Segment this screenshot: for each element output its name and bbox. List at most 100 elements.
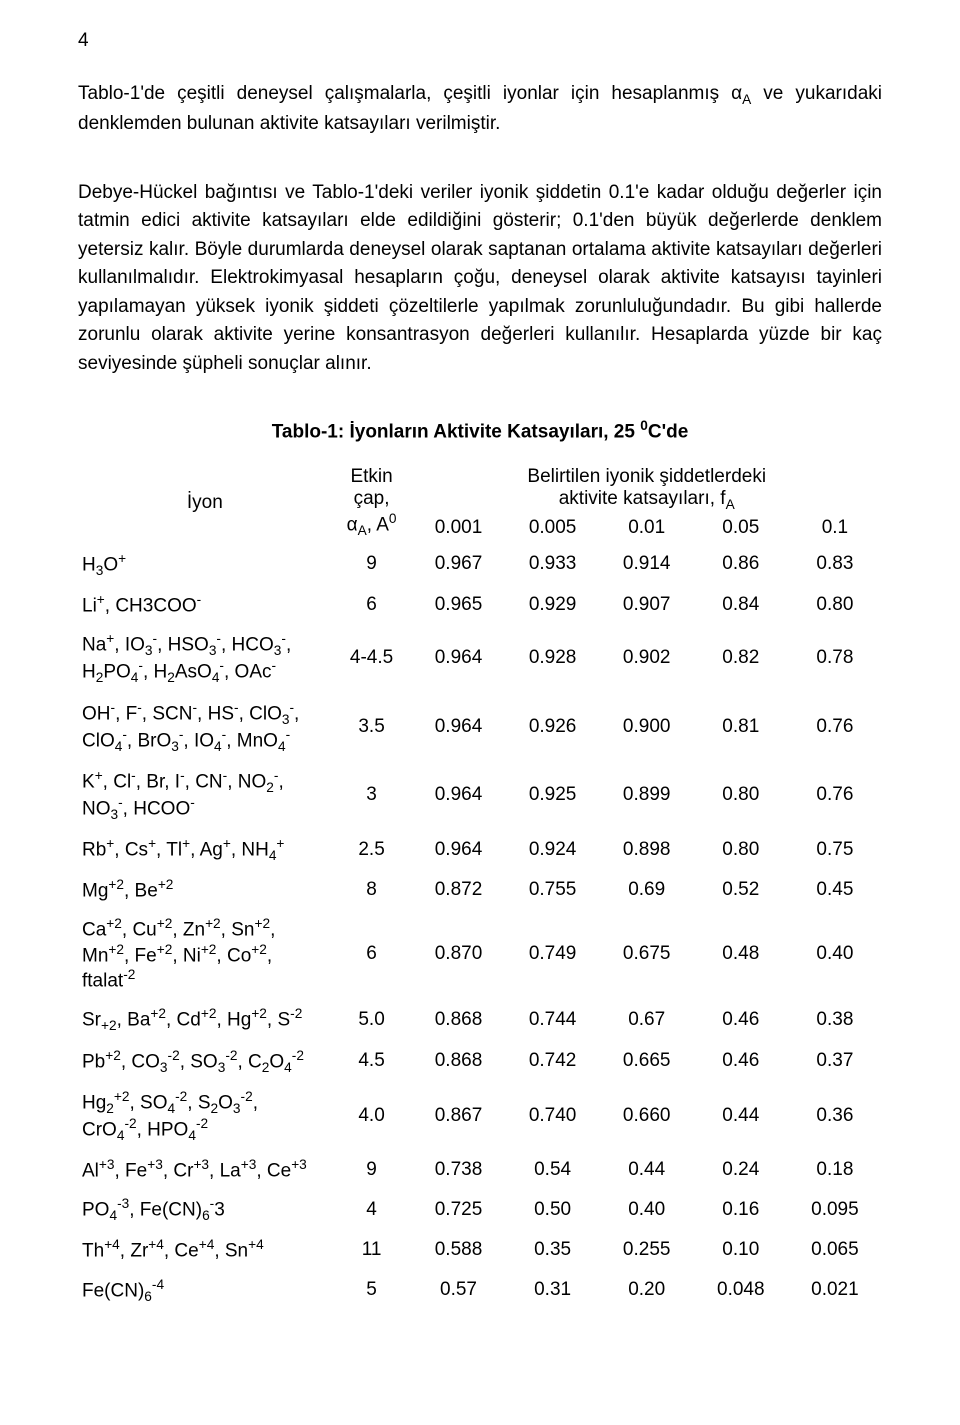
- cell-ion: Al+3, Fe+3, Cr+3, La+3, Ce+3: [78, 1150, 332, 1189]
- cell-value: 0.964: [411, 693, 505, 761]
- cell-value: 0.965: [411, 585, 505, 624]
- cell-diameter: 4.0: [332, 1082, 412, 1150]
- table-row: Li+, CH3COO-60.9650.9290.9070.840.80: [78, 585, 882, 624]
- cell-value: 0.902: [600, 624, 694, 692]
- cell-value: 0.80: [694, 761, 788, 829]
- cell-value: 0.868: [411, 999, 505, 1040]
- cell-diameter: 11: [332, 1230, 412, 1269]
- cell-value: 0.065: [788, 1230, 882, 1269]
- cell-value: 0.16: [694, 1189, 788, 1230]
- cell-value: 0.665: [600, 1041, 694, 1082]
- cell-value: 0.749: [506, 909, 600, 999]
- cell-value: 0.964: [411, 829, 505, 870]
- cell-value: 0.81: [694, 693, 788, 761]
- cell-ion: Pb+2, CO3-2, SO3-2, C2O4-2: [78, 1041, 332, 1082]
- cell-value: 0.83: [788, 544, 882, 585]
- cell-value: 0.021: [788, 1270, 882, 1311]
- cell-value: 0.964: [411, 624, 505, 692]
- cell-diameter: 4: [332, 1189, 412, 1230]
- cell-value: 0.928: [506, 624, 600, 692]
- cell-value: 0.964: [411, 761, 505, 829]
- cell-value: 0.588: [411, 1230, 505, 1269]
- table-row: PO4-3, Fe(CN)6-340.7250.500.400.160.095: [78, 1189, 882, 1230]
- table-header: İyon Etkinçap,αA, A0 Belirtilen iyonik ş…: [78, 462, 882, 544]
- cell-value: 0.740: [506, 1082, 600, 1150]
- cell-ion: Th+4, Zr+4, Ce+4, Sn+4: [78, 1230, 332, 1269]
- cell-diameter: 2.5: [332, 829, 412, 870]
- cell-value: 0.925: [506, 761, 600, 829]
- cell-value: 0.660: [600, 1082, 694, 1150]
- table-title: Tablo-1: İyonların Aktivite Katsayıları,…: [78, 418, 882, 443]
- cell-diameter: 6: [332, 909, 412, 999]
- table-row: Rb+, Cs+, Tl+, Ag+, NH4+2.50.9640.9240.8…: [78, 829, 882, 870]
- cell-ion: Rb+, Cs+, Tl+, Ag+, NH4+: [78, 829, 332, 870]
- table-row: K+, Cl-, Br, I-, CN-, NO2-,NO3-, HCOO-30…: [78, 761, 882, 829]
- cell-ion: K+, Cl-, Br, I-, CN-, NO2-,NO3-, HCOO-: [78, 761, 332, 829]
- cell-diameter: 5: [332, 1270, 412, 1311]
- table-row: OH-, F-, SCN-, HS-, ClO3-,ClO4-, BrO3-, …: [78, 693, 882, 761]
- table-row: Al+3, Fe+3, Cr+3, La+3, Ce+390.7380.540.…: [78, 1150, 882, 1189]
- cell-value: 0.675: [600, 909, 694, 999]
- table-row: Ca+2, Cu+2, Zn+2, Sn+2,Mn+2, Fe+2, Ni+2,…: [78, 909, 882, 999]
- th-diameter: Etkinçap,αA, A0: [332, 462, 412, 544]
- cell-value: 0.868: [411, 1041, 505, 1082]
- cell-value: 0.095: [788, 1189, 882, 1230]
- cell-value: 0.46: [694, 999, 788, 1040]
- cell-value: 0.867: [411, 1082, 505, 1150]
- cell-value: 0.35: [506, 1230, 600, 1269]
- cell-value: 0.20: [600, 1270, 694, 1311]
- cell-ion: Li+, CH3COO-: [78, 585, 332, 624]
- table-row: Sr+2, Ba+2, Cd+2, Hg+2, S-25.00.8680.744…: [78, 999, 882, 1040]
- cell-value: 0.40: [600, 1189, 694, 1230]
- cell-value: 0.742: [506, 1041, 600, 1082]
- table-body: H3O+90.9670.9330.9140.860.83Li+, CH3COO-…: [78, 544, 882, 1311]
- paragraph-2: Debye-Hückel bağıntısı ve Tablo-1'deki v…: [78, 179, 882, 379]
- cell-value: 0.84: [694, 585, 788, 624]
- cell-value: 0.67: [600, 999, 694, 1040]
- table-row: Pb+2, CO3-2, SO3-2, C2O4-24.50.8680.7420…: [78, 1041, 882, 1082]
- page: 4 Tablo-1'de çeşitli deneysel çalışmalar…: [0, 0, 960, 1425]
- cell-value: 0.57: [411, 1270, 505, 1311]
- table-row: Hg2+2, SO4-2, S2O3-2,CrO4-2, HPO4-24.00.…: [78, 1082, 882, 1150]
- cell-value: 0.44: [600, 1150, 694, 1189]
- cell-value: 0.898: [600, 829, 694, 870]
- cell-value: 0.926: [506, 693, 600, 761]
- th-group: Belirtilen iyonik şiddetlerdekiaktivite …: [411, 462, 882, 517]
- cell-value: 0.933: [506, 544, 600, 585]
- cell-value: 0.86: [694, 544, 788, 585]
- cell-diameter: 8: [332, 870, 412, 909]
- cell-value: 0.76: [788, 761, 882, 829]
- table-row: Mg+2, Be+280.8720.7550.690.520.45: [78, 870, 882, 909]
- th-mu-4: 0.1: [788, 517, 882, 544]
- cell-value: 0.45: [788, 870, 882, 909]
- cell-value: 0.914: [600, 544, 694, 585]
- th-ion: İyon: [78, 462, 332, 544]
- cell-value: 0.37: [788, 1041, 882, 1082]
- cell-value: 0.048: [694, 1270, 788, 1311]
- cell-value: 0.78: [788, 624, 882, 692]
- cell-diameter: 3: [332, 761, 412, 829]
- cell-value: 0.24: [694, 1150, 788, 1189]
- table-row: Na+, IO3-, HSO3-, HCO3-,H2PO4-, H2AsO4-,…: [78, 624, 882, 692]
- cell-value: 0.967: [411, 544, 505, 585]
- table-row: Th+4, Zr+4, Ce+4, Sn+4110.5880.350.2550.…: [78, 1230, 882, 1269]
- cell-ion: H3O+: [78, 544, 332, 585]
- table-row: H3O+90.9670.9330.9140.860.83: [78, 544, 882, 585]
- cell-value: 0.725: [411, 1189, 505, 1230]
- cell-ion: Fe(CN)6-4: [78, 1270, 332, 1311]
- cell-value: 0.929: [506, 585, 600, 624]
- cell-value: 0.80: [788, 585, 882, 624]
- cell-diameter: 4-4.5: [332, 624, 412, 692]
- th-mu-0: 0.001: [411, 517, 505, 544]
- cell-value: 0.255: [600, 1230, 694, 1269]
- cell-diameter: 9: [332, 1150, 412, 1189]
- cell-value: 0.82: [694, 624, 788, 692]
- cell-value: 0.10: [694, 1230, 788, 1269]
- cell-diameter: 3.5: [332, 693, 412, 761]
- cell-value: 0.924: [506, 829, 600, 870]
- cell-ion: Mg+2, Be+2: [78, 870, 332, 909]
- cell-value: 0.899: [600, 761, 694, 829]
- cell-ion: Na+, IO3-, HSO3-, HCO3-,H2PO4-, H2AsO4-,…: [78, 624, 332, 692]
- cell-value: 0.75: [788, 829, 882, 870]
- cell-value: 0.36: [788, 1082, 882, 1150]
